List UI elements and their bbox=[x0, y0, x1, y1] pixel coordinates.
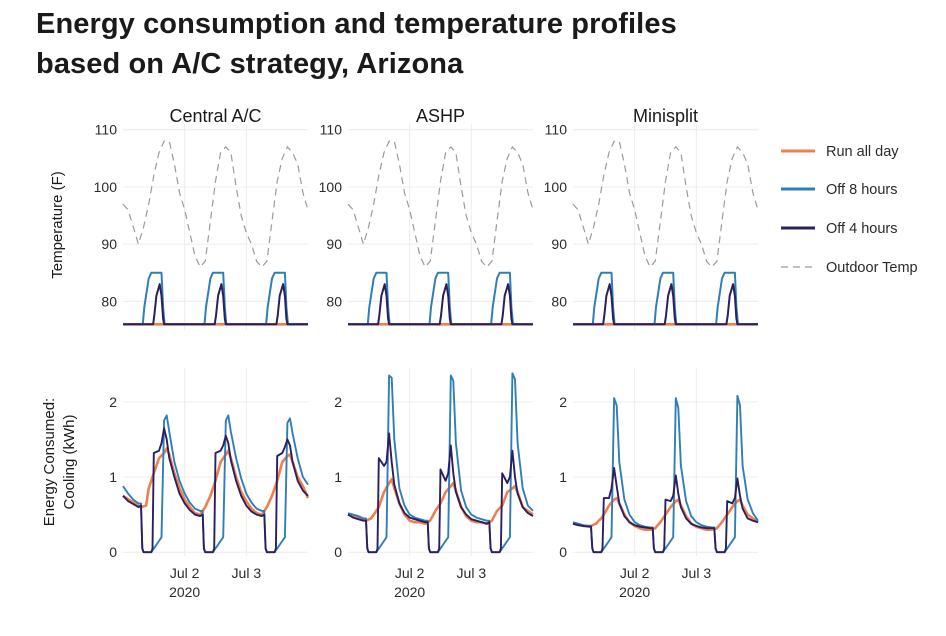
series-off-4-hours bbox=[572, 467, 759, 554]
series-run-all-day bbox=[347, 478, 534, 525]
y-tick-label-energy: 2 bbox=[559, 394, 567, 410]
y-tick-label-energy: 0 bbox=[559, 544, 567, 560]
chart-title: Energy consumption and temperature profi… bbox=[36, 4, 677, 84]
y-tick-label-temperature: 90 bbox=[101, 236, 117, 252]
series-off-4-hours bbox=[122, 427, 309, 554]
legend-label-outdoor-temp: Outdoor Temp bbox=[826, 260, 918, 276]
y-axis-title-energy-line-2: Cooling (kWh) bbox=[61, 414, 78, 509]
legend-label-off-8-hours: Off 8 hours bbox=[826, 182, 897, 198]
y-tick-label-energy: 1 bbox=[559, 469, 567, 485]
y-tick-label-temperature: 100 bbox=[319, 179, 343, 195]
temperature-panel-central-a-c: 80 90 100 110 bbox=[94, 122, 309, 330]
x-tick-label: Jul 2 bbox=[170, 565, 200, 581]
legend-label-off-4-hours: Off 4 hours bbox=[826, 221, 897, 237]
series-off-4-hours bbox=[347, 432, 534, 554]
x-tick-label: Jul 2 bbox=[395, 565, 425, 581]
facet-label-central-a-c: Central A/C bbox=[169, 106, 261, 126]
y-tick-label-energy: 1 bbox=[334, 469, 342, 485]
y-tick-label-temperature: 80 bbox=[326, 293, 342, 309]
facet-label-minisplit: Minisplit bbox=[633, 106, 698, 126]
y-tick-label-energy: 0 bbox=[109, 544, 117, 560]
y-tick-label-temperature: 100 bbox=[94, 179, 118, 195]
y-axis-title-energy-line-1: Energy Consumed: bbox=[41, 398, 58, 526]
y-tick-label-energy: 2 bbox=[334, 394, 342, 410]
y-tick-label-energy: 1 bbox=[109, 469, 117, 485]
temperature-panel-minisplit: 80 90 100 110 bbox=[544, 122, 759, 330]
y-tick-label-temperature: 110 bbox=[320, 122, 343, 138]
series-run-all-day bbox=[122, 447, 310, 516]
y-tick-label-temperature: 80 bbox=[551, 293, 567, 309]
series-off-8-hours bbox=[123, 271, 308, 326]
series-outdoor-temp bbox=[572, 140, 759, 269]
y-tick-label-temperature: 90 bbox=[551, 236, 567, 252]
series-off-4-hours bbox=[573, 283, 758, 326]
series-off-8-hours bbox=[347, 372, 534, 554]
chart-title-line-1: Energy consumption and temperature profi… bbox=[36, 8, 677, 40]
y-tick-label-energy: 0 bbox=[334, 544, 342, 560]
energy-panel-ashp: 0 1 2 Jul 2 Jul 3 2020 bbox=[334, 368, 534, 600]
y-tick-label-temperature: 110 bbox=[545, 122, 568, 138]
x-tick-label: Jul 3 bbox=[682, 565, 712, 581]
y-tick-label-temperature: 110 bbox=[95, 122, 118, 138]
series-off-8-hours bbox=[573, 271, 758, 326]
series-run-all-day bbox=[572, 496, 759, 531]
y-tick-label-temperature: 100 bbox=[544, 179, 568, 195]
y-tick-label-energy: 2 bbox=[109, 394, 117, 410]
x-tick-label: Jul 3 bbox=[232, 565, 262, 581]
x-tick-label: Jul 2 bbox=[620, 565, 650, 581]
x-tick-year-label: 2020 bbox=[394, 584, 425, 600]
series-off-8-hours bbox=[572, 394, 759, 554]
y-axis-title-temperature: Temperature (F) bbox=[49, 171, 66, 279]
legend-label-run-all-day: Run all day bbox=[826, 144, 899, 160]
y-tick-label-temperature: 90 bbox=[326, 236, 342, 252]
energy-panel-minisplit: 0 1 2 Jul 2 Jul 3 2020 bbox=[559, 368, 759, 600]
series-off-4-hours bbox=[123, 283, 308, 326]
chart-title-line-2: based on A/C strategy, Arizona bbox=[36, 48, 464, 80]
x-tick-year-label: 2020 bbox=[619, 584, 650, 600]
x-tick-label: Jul 3 bbox=[457, 565, 487, 581]
series-outdoor-temp bbox=[347, 140, 534, 269]
facet-label-ashp: ASHP bbox=[416, 106, 465, 126]
legend: Run all day Off 8 hours Off 4 hours Outdoor… bbox=[781, 144, 918, 276]
x-tick-year-label: 2020 bbox=[169, 584, 200, 600]
energy-panel-central-a-c: 0 1 2 Jul 2 Jul 3 2020 bbox=[109, 368, 310, 600]
series-off-8-hours bbox=[348, 271, 533, 326]
series-off-8-hours bbox=[122, 414, 309, 554]
series-outdoor-temp bbox=[122, 140, 309, 269]
temperature-panel-ashp: 80 90 100 110 bbox=[319, 122, 534, 330]
y-tick-label-temperature: 80 bbox=[101, 293, 117, 309]
series-off-4-hours bbox=[348, 283, 533, 326]
